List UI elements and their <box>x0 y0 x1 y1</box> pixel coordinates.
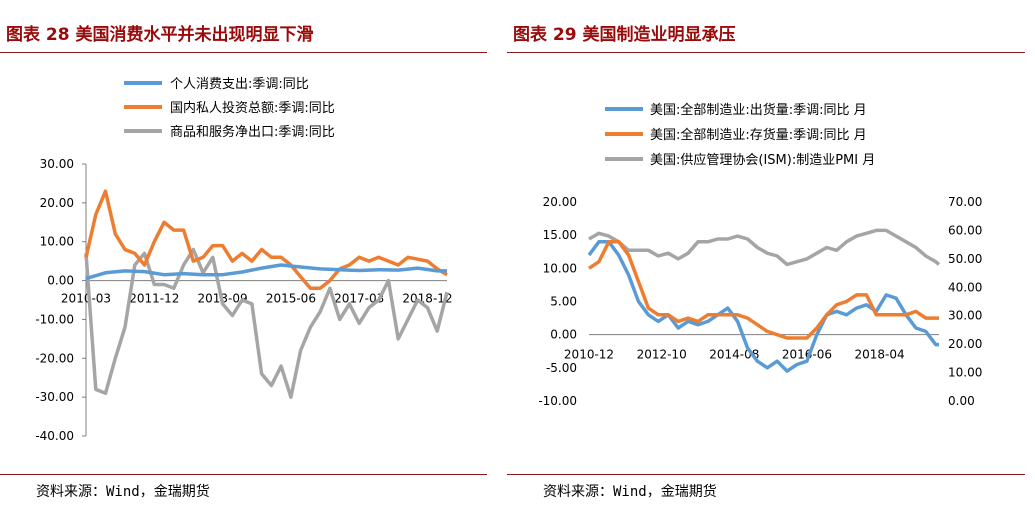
y-left-tick-label: 20.00 <box>543 195 577 209</box>
legend-label: 美国:全部制造业:存货量:季调:同比 月 <box>650 127 867 143</box>
x-tick-label: 2016-06 <box>782 348 832 362</box>
y-tick-label: 30.00 <box>40 157 74 171</box>
series-line <box>588 228 941 267</box>
right-chart-panel: 图表 29 美国制造业明显承压 20.00 15.00 10.00 5.00 0.00 -… <box>507 0 1035 511</box>
title-divider <box>0 52 487 53</box>
x-tick-label: 2014-08 <box>709 348 759 362</box>
left-chart-panel: 图表 28 美国消费水平并未出现明显下滑 30.00 20.00 10.00 0.00… <box>0 0 497 511</box>
source-note: 资料来源：Wind，金瑞期货 <box>543 484 717 500</box>
y-left-tick-label: -10.00 <box>538 394 577 408</box>
legend-label: 美国:供应管理协会(ISM):制造业PMI 月 <box>650 152 875 168</box>
footer-divider <box>0 474 487 475</box>
legend-label: 美国:全部制造业:出货量:季调:同比 月 <box>650 102 867 118</box>
y-tick-label: -40.00 <box>35 429 74 443</box>
y-right-tick-label: 10.00 <box>948 366 982 380</box>
legend-label: 商品和服务净出口:季调:同比 <box>170 124 335 140</box>
series-line <box>588 240 939 340</box>
series-line <box>587 240 939 373</box>
x-tick-label: 2015-06 <box>266 292 316 306</box>
y-right-tick-label: 20.00 <box>948 337 982 351</box>
y-right-tick-label: 30.00 <box>948 309 982 323</box>
right-chart-svg: 20.00 15.00 10.00 5.00 0.00 -5.00 -10.00 70.00 6… <box>538 102 982 408</box>
footer-divider <box>507 474 1025 475</box>
y-tick-label: -30.00 <box>35 390 74 404</box>
legend-label: 国内私人投资总额:季调:同比 <box>170 100 335 116</box>
y-left-tick-label: 15.00 <box>543 228 577 242</box>
y-right-tick-label: 50.00 <box>948 252 982 266</box>
y-right-tick-label: 0.00 <box>948 394 975 408</box>
y-right-tick-label: 70.00 <box>948 195 982 209</box>
y-left-tick-label: 10.00 <box>543 261 577 275</box>
y-left-tick-label: -5.00 <box>546 361 577 375</box>
left-chart-svg: 30.00 20.00 10.00 0.00 -10.00 -20.00 -30.00 -40… <box>35 77 452 443</box>
y-tick-label: 10.00 <box>40 235 74 249</box>
y-tick-label: 20.00 <box>40 196 74 210</box>
title-divider <box>507 52 1025 53</box>
y-left-tick-label: 0.00 <box>550 328 577 342</box>
y-right-tick-label: 60.00 <box>948 223 982 237</box>
chart-title: 图表 29 美国制造业明显承压 <box>513 25 736 45</box>
y-tick-label: -20.00 <box>35 351 74 365</box>
chart-title: 图表 28 美国消费水平并未出现明显下滑 <box>6 25 314 45</box>
x-tick-label: 2018-04 <box>854 348 904 362</box>
x-tick-label: 2011-12 <box>129 292 179 306</box>
legend-label: 个人消费支出:季调:同比 <box>170 77 309 92</box>
source-note: 资料来源：Wind，金瑞期货 <box>36 484 210 500</box>
x-tick-label: 2010-03 <box>61 292 111 306</box>
y-tick-label: 0.00 <box>47 274 74 288</box>
series-line <box>84 189 448 291</box>
series-line <box>85 263 447 281</box>
x-tick-label: 2010-12 <box>564 348 614 362</box>
y-tick-label: -10.00 <box>35 312 74 326</box>
x-tick-label: 2012-10 <box>637 348 687 362</box>
x-tick-label: 2017-03 <box>334 292 384 306</box>
y-left-tick-label: 5.00 <box>550 295 577 309</box>
y-right-tick-label: 40.00 <box>948 280 982 294</box>
